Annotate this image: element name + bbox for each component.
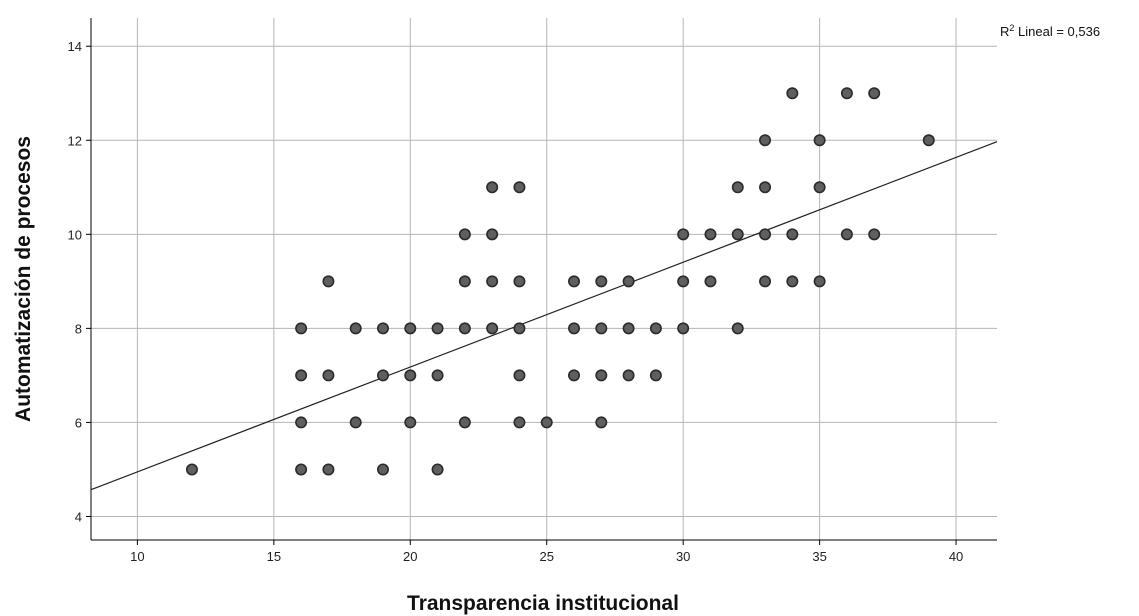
data-point: [486, 322, 499, 335]
data-point: [595, 416, 608, 429]
data-point: [458, 416, 471, 429]
data-point: [431, 463, 444, 476]
data-point: [376, 322, 389, 335]
y-tick-label: 12: [68, 133, 82, 148]
data-point: [458, 228, 471, 241]
data-point: [868, 87, 881, 100]
r2-value: Lineal = 0,536: [1014, 24, 1100, 39]
data-point: [595, 275, 608, 288]
gridlines: [91, 18, 997, 540]
y-tick-label: 10: [68, 227, 82, 242]
data-point: [295, 416, 308, 429]
data-point: [786, 228, 799, 241]
data-point: [486, 181, 499, 194]
data-point: [513, 416, 526, 429]
data-point: [568, 369, 581, 382]
data-point: [376, 463, 389, 476]
data-point: [622, 369, 635, 382]
data-point: [349, 322, 362, 335]
data-point: [649, 322, 662, 335]
data-point: [513, 181, 526, 194]
data-point: [622, 275, 635, 288]
data-point: [513, 322, 526, 335]
data-point: [295, 463, 308, 476]
data-point: [731, 228, 744, 241]
data-point: [677, 322, 690, 335]
data-point: [759, 134, 772, 147]
data-point: [731, 322, 744, 335]
y-tick-label: 6: [75, 415, 82, 430]
x-tick-label: 30: [676, 549, 690, 564]
data-point: [840, 87, 853, 100]
data-point: [431, 322, 444, 335]
data-point: [322, 463, 335, 476]
data-point: [622, 322, 635, 335]
data-point: [786, 87, 799, 100]
r2-prefix: R: [1000, 24, 1009, 39]
data-point: [404, 416, 417, 429]
y-tick-label: 8: [75, 321, 82, 336]
data-point: [568, 322, 581, 335]
y-tick-label: 14: [68, 39, 82, 54]
data-point: [295, 322, 308, 335]
x-axis-title: Transparencia institucional: [407, 592, 679, 615]
data-point: [431, 369, 444, 382]
tick-labels: 10 15 20 25 30 35 40 4 6 8 10 12 14: [68, 39, 964, 564]
data-point: [813, 181, 826, 194]
x-tick-label: 10: [130, 549, 144, 564]
x-tick-label: 20: [403, 549, 417, 564]
data-point: [786, 275, 799, 288]
data-point: [813, 275, 826, 288]
x-tick-label: 15: [267, 549, 281, 564]
data-point: [185, 463, 198, 476]
data-point: [486, 228, 499, 241]
x-tick-label: 25: [539, 549, 553, 564]
data-point: [731, 181, 744, 194]
data-point: [813, 134, 826, 147]
data-point: [513, 275, 526, 288]
data-point: [404, 322, 417, 335]
y-tick-label: 4: [75, 509, 82, 524]
data-point: [759, 275, 772, 288]
data-points: [185, 87, 935, 476]
data-point: [322, 275, 335, 288]
y-axis-title: Automatización de procesos: [12, 136, 35, 422]
data-point: [486, 275, 499, 288]
data-point: [868, 228, 881, 241]
data-point: [595, 322, 608, 335]
data-point: [759, 181, 772, 194]
x-tick-label: 40: [949, 549, 963, 564]
x-tick-label: 35: [812, 549, 826, 564]
data-point: [376, 369, 389, 382]
data-point: [458, 322, 471, 335]
data-point: [704, 228, 717, 241]
regression-line-group: [90, 141, 998, 491]
r2-label: R2 Lineal = 0,536: [1000, 23, 1100, 39]
data-point: [513, 369, 526, 382]
data-point: [595, 369, 608, 382]
data-point: [649, 369, 662, 382]
regression-line: [90, 141, 998, 491]
data-point: [677, 228, 690, 241]
data-point: [704, 275, 717, 288]
data-point: [840, 228, 853, 241]
r2-superscript: 2: [1009, 23, 1014, 33]
data-point: [295, 369, 308, 382]
data-point: [322, 369, 335, 382]
data-point: [922, 134, 935, 147]
data-point: [568, 275, 581, 288]
axes: [86, 18, 997, 545]
data-point: [540, 416, 553, 429]
data-point: [759, 228, 772, 241]
data-point: [677, 275, 690, 288]
data-point: [349, 416, 362, 429]
data-point: [458, 275, 471, 288]
data-point: [404, 369, 417, 382]
